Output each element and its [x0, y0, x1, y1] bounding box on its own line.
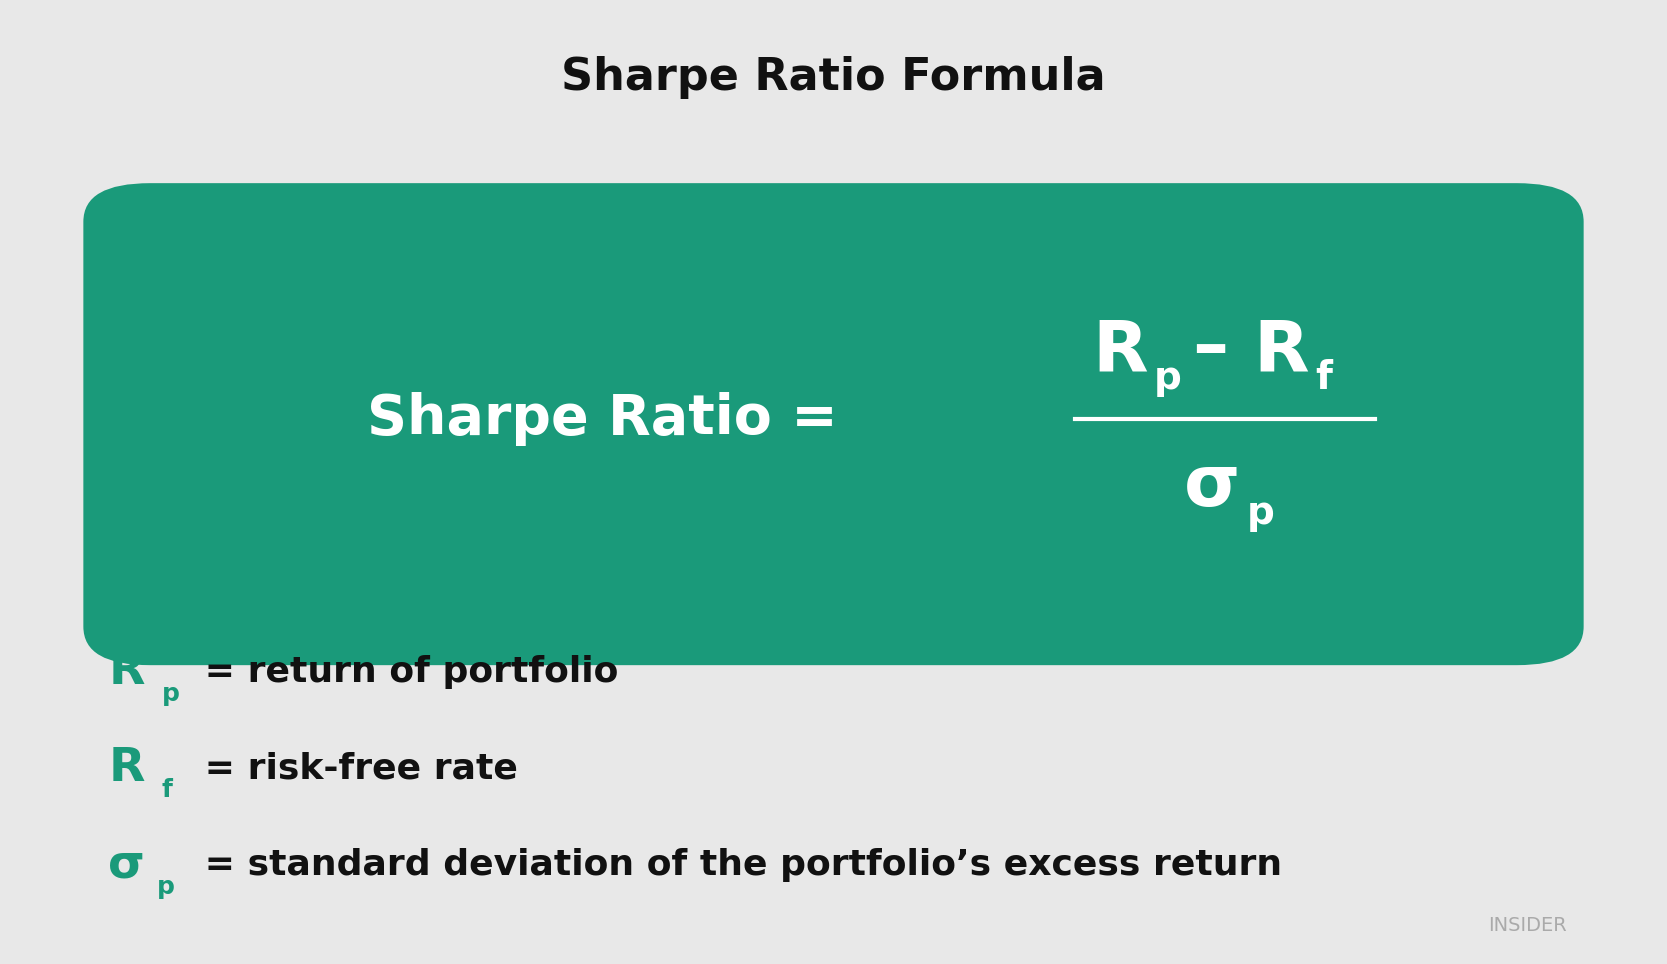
Text: σ: σ	[108, 843, 145, 887]
Text: INSIDER: INSIDER	[1489, 916, 1567, 935]
Text: R: R	[1254, 317, 1309, 387]
Text: p: p	[1247, 494, 1275, 532]
FancyBboxPatch shape	[83, 183, 1584, 665]
Text: p: p	[162, 683, 180, 706]
Text: = risk-free rate: = risk-free rate	[192, 751, 517, 786]
Text: Sharpe Ratio =: Sharpe Ratio =	[367, 392, 837, 446]
Text: f: f	[1315, 359, 1332, 397]
Text: = return of portfolio: = return of portfolio	[192, 655, 618, 689]
Text: p: p	[157, 875, 175, 898]
Text: R: R	[1092, 317, 1147, 387]
Text: R: R	[108, 746, 145, 790]
Text: –: –	[1192, 314, 1229, 384]
Text: R: R	[108, 650, 145, 694]
Text: = standard deviation of the portfolio’s excess return: = standard deviation of the portfolio’s …	[192, 847, 1282, 882]
Text: f: f	[162, 779, 173, 802]
Text: σ: σ	[1184, 452, 1240, 522]
Text: p: p	[1154, 359, 1182, 397]
Text: Sharpe Ratio Formula: Sharpe Ratio Formula	[562, 56, 1105, 98]
